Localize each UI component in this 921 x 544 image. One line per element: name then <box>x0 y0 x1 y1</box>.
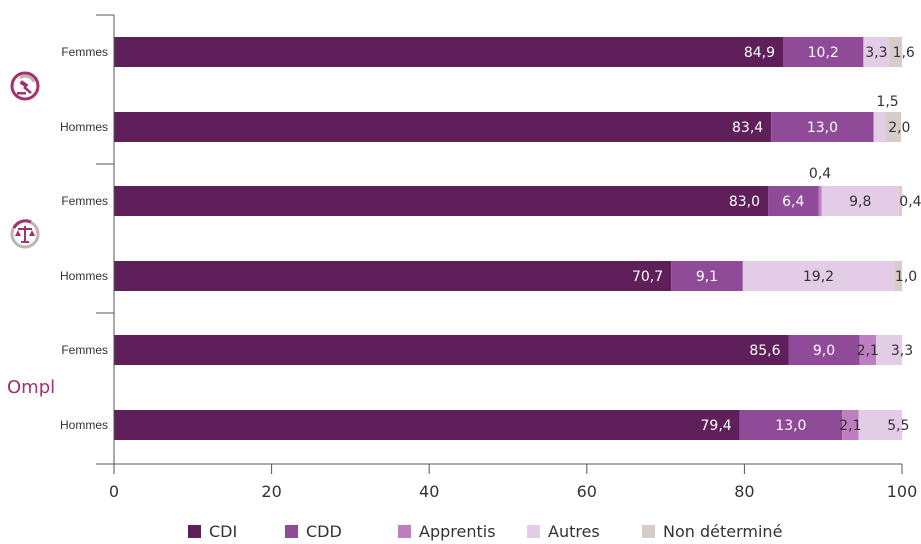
legend: CDI CDD Apprentis Autres Non déterminé <box>188 522 782 541</box>
gavel-icon <box>10 71 40 101</box>
bar-segment <box>114 410 740 440</box>
data-label: 83,4 <box>732 120 763 136</box>
bar-segment <box>114 112 772 142</box>
legend-swatch <box>188 525 201 538</box>
x-tick-label: 20 <box>261 482 281 501</box>
bar-segment <box>771 112 874 142</box>
bar-segment <box>114 261 672 291</box>
category-label: Femmes <box>61 194 108 208</box>
data-label: 2,0 <box>888 120 910 136</box>
category-labels: Femmes Hommes Femmes Hommes Femmes Hommes <box>60 45 108 432</box>
data-label: 13,0 <box>807 120 838 136</box>
legend-swatch <box>398 525 411 538</box>
bar-segment <box>885 112 902 142</box>
bar-segment <box>768 186 819 216</box>
ompl-logo: Ompl <box>7 377 55 398</box>
category-label: Femmes <box>61 45 108 59</box>
x-tick-label: 80 <box>734 482 754 501</box>
bar-segment <box>114 335 789 365</box>
bar-segment <box>783 37 864 67</box>
bar-segment <box>875 335 902 365</box>
data-label: 83,0 <box>729 194 760 210</box>
data-label: 13,0 <box>775 418 806 434</box>
data-label: 0,4 <box>899 194 921 210</box>
bar-segment <box>898 186 902 216</box>
data-label: 1,6 <box>893 45 915 61</box>
legend-swatch <box>285 525 298 538</box>
bar-segment <box>894 261 902 291</box>
bar-segment <box>788 335 860 365</box>
x-tick-label: 0 <box>109 482 119 501</box>
ompl-logo-text: Ompl <box>7 377 55 398</box>
x-tick-label: 60 <box>577 482 597 501</box>
data-label: 2,1 <box>857 343 879 359</box>
data-label: 70,7 <box>632 269 663 285</box>
legend-label: CDI <box>209 522 237 541</box>
category-label: Femmes <box>61 343 108 357</box>
data-label: 0,4 <box>809 166 831 182</box>
bars-layer <box>114 37 902 440</box>
bar-segment <box>671 261 743 291</box>
data-label: 3,3 <box>865 45 887 61</box>
axes <box>96 14 903 474</box>
x-tick-label: 100 <box>887 482 918 501</box>
category-label: Hommes <box>60 418 108 432</box>
data-label: 84,9 <box>744 45 775 61</box>
scales-icon <box>10 219 40 249</box>
legend-label: Autres <box>548 522 600 541</box>
data-label: 9,0 <box>813 343 835 359</box>
x-tick-labels: 0 20 40 60 80 100 <box>109 482 917 501</box>
bar-segment <box>114 186 769 216</box>
legend-swatch <box>642 525 655 538</box>
bar-segment <box>889 37 902 67</box>
bar-segment <box>818 186 822 216</box>
category-label: Hommes <box>60 120 108 134</box>
bar-segment <box>863 37 890 67</box>
data-label: 2,1 <box>839 418 861 434</box>
bar-segment <box>859 335 876 365</box>
data-label: 10,2 <box>808 45 839 61</box>
bar-segment <box>873 112 886 142</box>
legend-swatch <box>527 525 540 538</box>
data-label: 79,4 <box>701 418 732 434</box>
bar-segment <box>842 410 859 440</box>
legend-label: CDD <box>306 522 342 541</box>
bar-segment <box>821 186 899 216</box>
data-label: 9,1 <box>696 269 718 285</box>
data-label: 1,5 <box>876 94 898 110</box>
data-label: 1,0 <box>895 269 917 285</box>
x-tick-label: 40 <box>419 482 439 501</box>
data-label: 19,2 <box>803 269 834 285</box>
data-label: 3,3 <box>891 343 913 359</box>
legend-label: Apprentis <box>419 522 496 541</box>
legend-label: Non déterminé <box>663 522 782 541</box>
data-label: 85,6 <box>749 343 780 359</box>
data-label: 9,8 <box>849 194 871 210</box>
data-label: 6,4 <box>782 194 804 210</box>
bar-segment <box>739 410 843 440</box>
data-labels: 84,9 10,2 3,3 1,6 83,4 13,0 1,5 2,0 83,0 6,4 0,4 9,… <box>632 45 921 434</box>
data-label: 5,5 <box>887 418 909 434</box>
bar-segment <box>114 37 784 67</box>
category-label: Hommes <box>60 269 108 283</box>
bar-segment <box>858 410 902 440</box>
bar-segment <box>742 261 895 291</box>
